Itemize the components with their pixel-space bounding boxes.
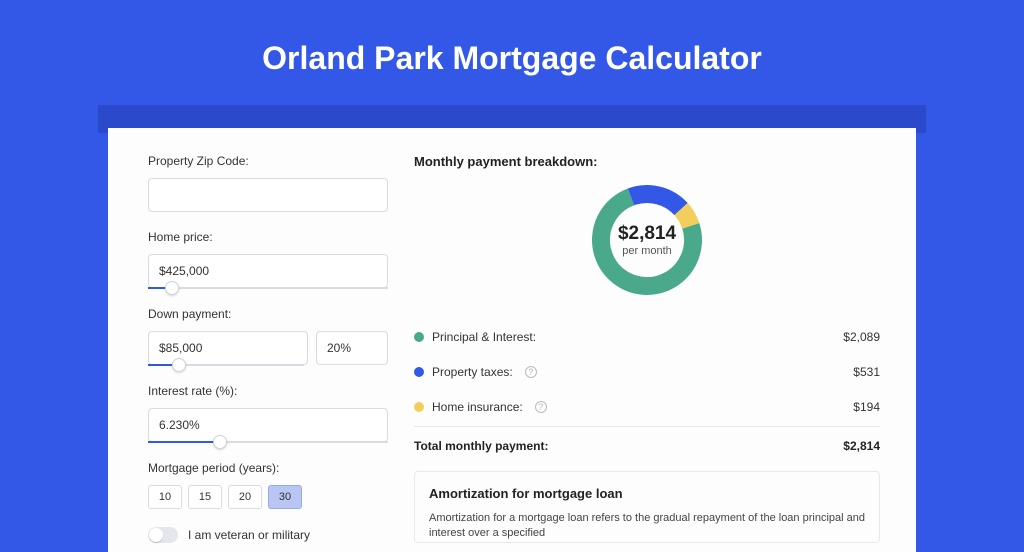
down-payment-slider-thumb[interactable] <box>172 358 186 372</box>
interest-rate-slider-fill <box>148 441 220 443</box>
inputs-column: Property Zip Code: Home price: Down paym… <box>148 154 388 552</box>
legend-left-2: Home insurance:? <box>414 400 547 414</box>
amortization-title: Amortization for mortgage loan <box>429 486 865 501</box>
zip-input[interactable] <box>148 178 388 212</box>
total-label: Total monthly payment: <box>414 439 548 453</box>
donut-amount: $2,814 <box>618 223 676 245</box>
calculator-card: Property Zip Code: Home price: Down paym… <box>108 128 916 552</box>
interest-rate-slider-thumb[interactable] <box>213 435 227 449</box>
period-option-15[interactable]: 15 <box>188 485 222 509</box>
help-icon[interactable]: ? <box>535 401 547 413</box>
donut-chart-wrap: $2,814 per month <box>414 179 880 301</box>
period-label: Mortgage period (years): <box>148 461 388 475</box>
home-price-slider-thumb[interactable] <box>165 281 179 295</box>
legend-left-0: Principal & Interest: <box>414 330 536 344</box>
legend-label: Home insurance: <box>432 400 523 414</box>
interest-rate-block: Interest rate (%): <box>148 384 388 443</box>
zip-block: Property Zip Code: <box>148 154 388 212</box>
down-payment-percent-input[interactable] <box>316 331 388 365</box>
legend-row-2: Home insurance:? $194 <box>414 389 880 424</box>
home-price-input[interactable] <box>148 254 388 288</box>
legend-amount: $2,089 <box>843 330 880 344</box>
legend-amount: $531 <box>853 365 880 379</box>
down-payment-input[interactable] <box>148 331 308 365</box>
legend-row-1: Property taxes:? $531 <box>414 354 880 389</box>
period-option-10[interactable]: 10 <box>148 485 182 509</box>
amortization-text: Amortization for a mortgage loan refers … <box>429 511 865 542</box>
breakdown-column: Monthly payment breakdown: $2,814 per mo… <box>414 154 880 552</box>
legend-dot-icon <box>414 402 424 412</box>
down-payment-label: Down payment: <box>148 307 388 321</box>
page-title: Orland Park Mortgage Calculator <box>0 0 1024 77</box>
breakdown-title: Monthly payment breakdown: <box>414 154 880 169</box>
legend-label: Principal & Interest: <box>432 330 536 344</box>
total-amount: $2,814 <box>843 439 880 453</box>
legend-amount: $194 <box>853 400 880 414</box>
zip-label: Property Zip Code: <box>148 154 388 168</box>
legend-list: Principal & Interest: $2,089 Property taxe… <box>414 319 880 424</box>
total-row: Total monthly payment: $2,814 <box>414 426 880 453</box>
legend-dot-icon <box>414 332 424 342</box>
home-price-block: Home price: <box>148 230 388 289</box>
donut-sub: per month <box>622 245 672 257</box>
period-option-30[interactable]: 30 <box>268 485 302 509</box>
donut-center: $2,814 per month <box>586 179 708 301</box>
period-option-20[interactable]: 20 <box>228 485 262 509</box>
home-price-label: Home price: <box>148 230 388 244</box>
legend-label: Property taxes: <box>432 365 513 379</box>
legend-row-0: Principal & Interest: $2,089 <box>414 319 880 354</box>
down-payment-slider[interactable] <box>148 364 304 366</box>
legend-dot-icon <box>414 367 424 377</box>
donut-chart: $2,814 per month <box>586 179 708 301</box>
interest-rate-slider[interactable] <box>148 441 388 443</box>
home-price-slider[interactable] <box>148 287 388 289</box>
period-options: 10152030 <box>148 485 388 509</box>
down-payment-block: Down payment: <box>148 307 388 366</box>
veteran-toggle[interactable] <box>148 527 178 543</box>
amortization-box: Amortization for mortgage loan Amortizat… <box>414 471 880 543</box>
help-icon[interactable]: ? <box>525 366 537 378</box>
interest-rate-input[interactable] <box>148 408 388 442</box>
veteran-row: I am veteran or military <box>148 527 388 543</box>
veteran-label: I am veteran or military <box>188 528 310 542</box>
legend-left-1: Property taxes:? <box>414 365 537 379</box>
period-block: Mortgage period (years): 10152030 <box>148 461 388 509</box>
veteran-toggle-knob <box>149 528 163 542</box>
interest-rate-label: Interest rate (%): <box>148 384 388 398</box>
